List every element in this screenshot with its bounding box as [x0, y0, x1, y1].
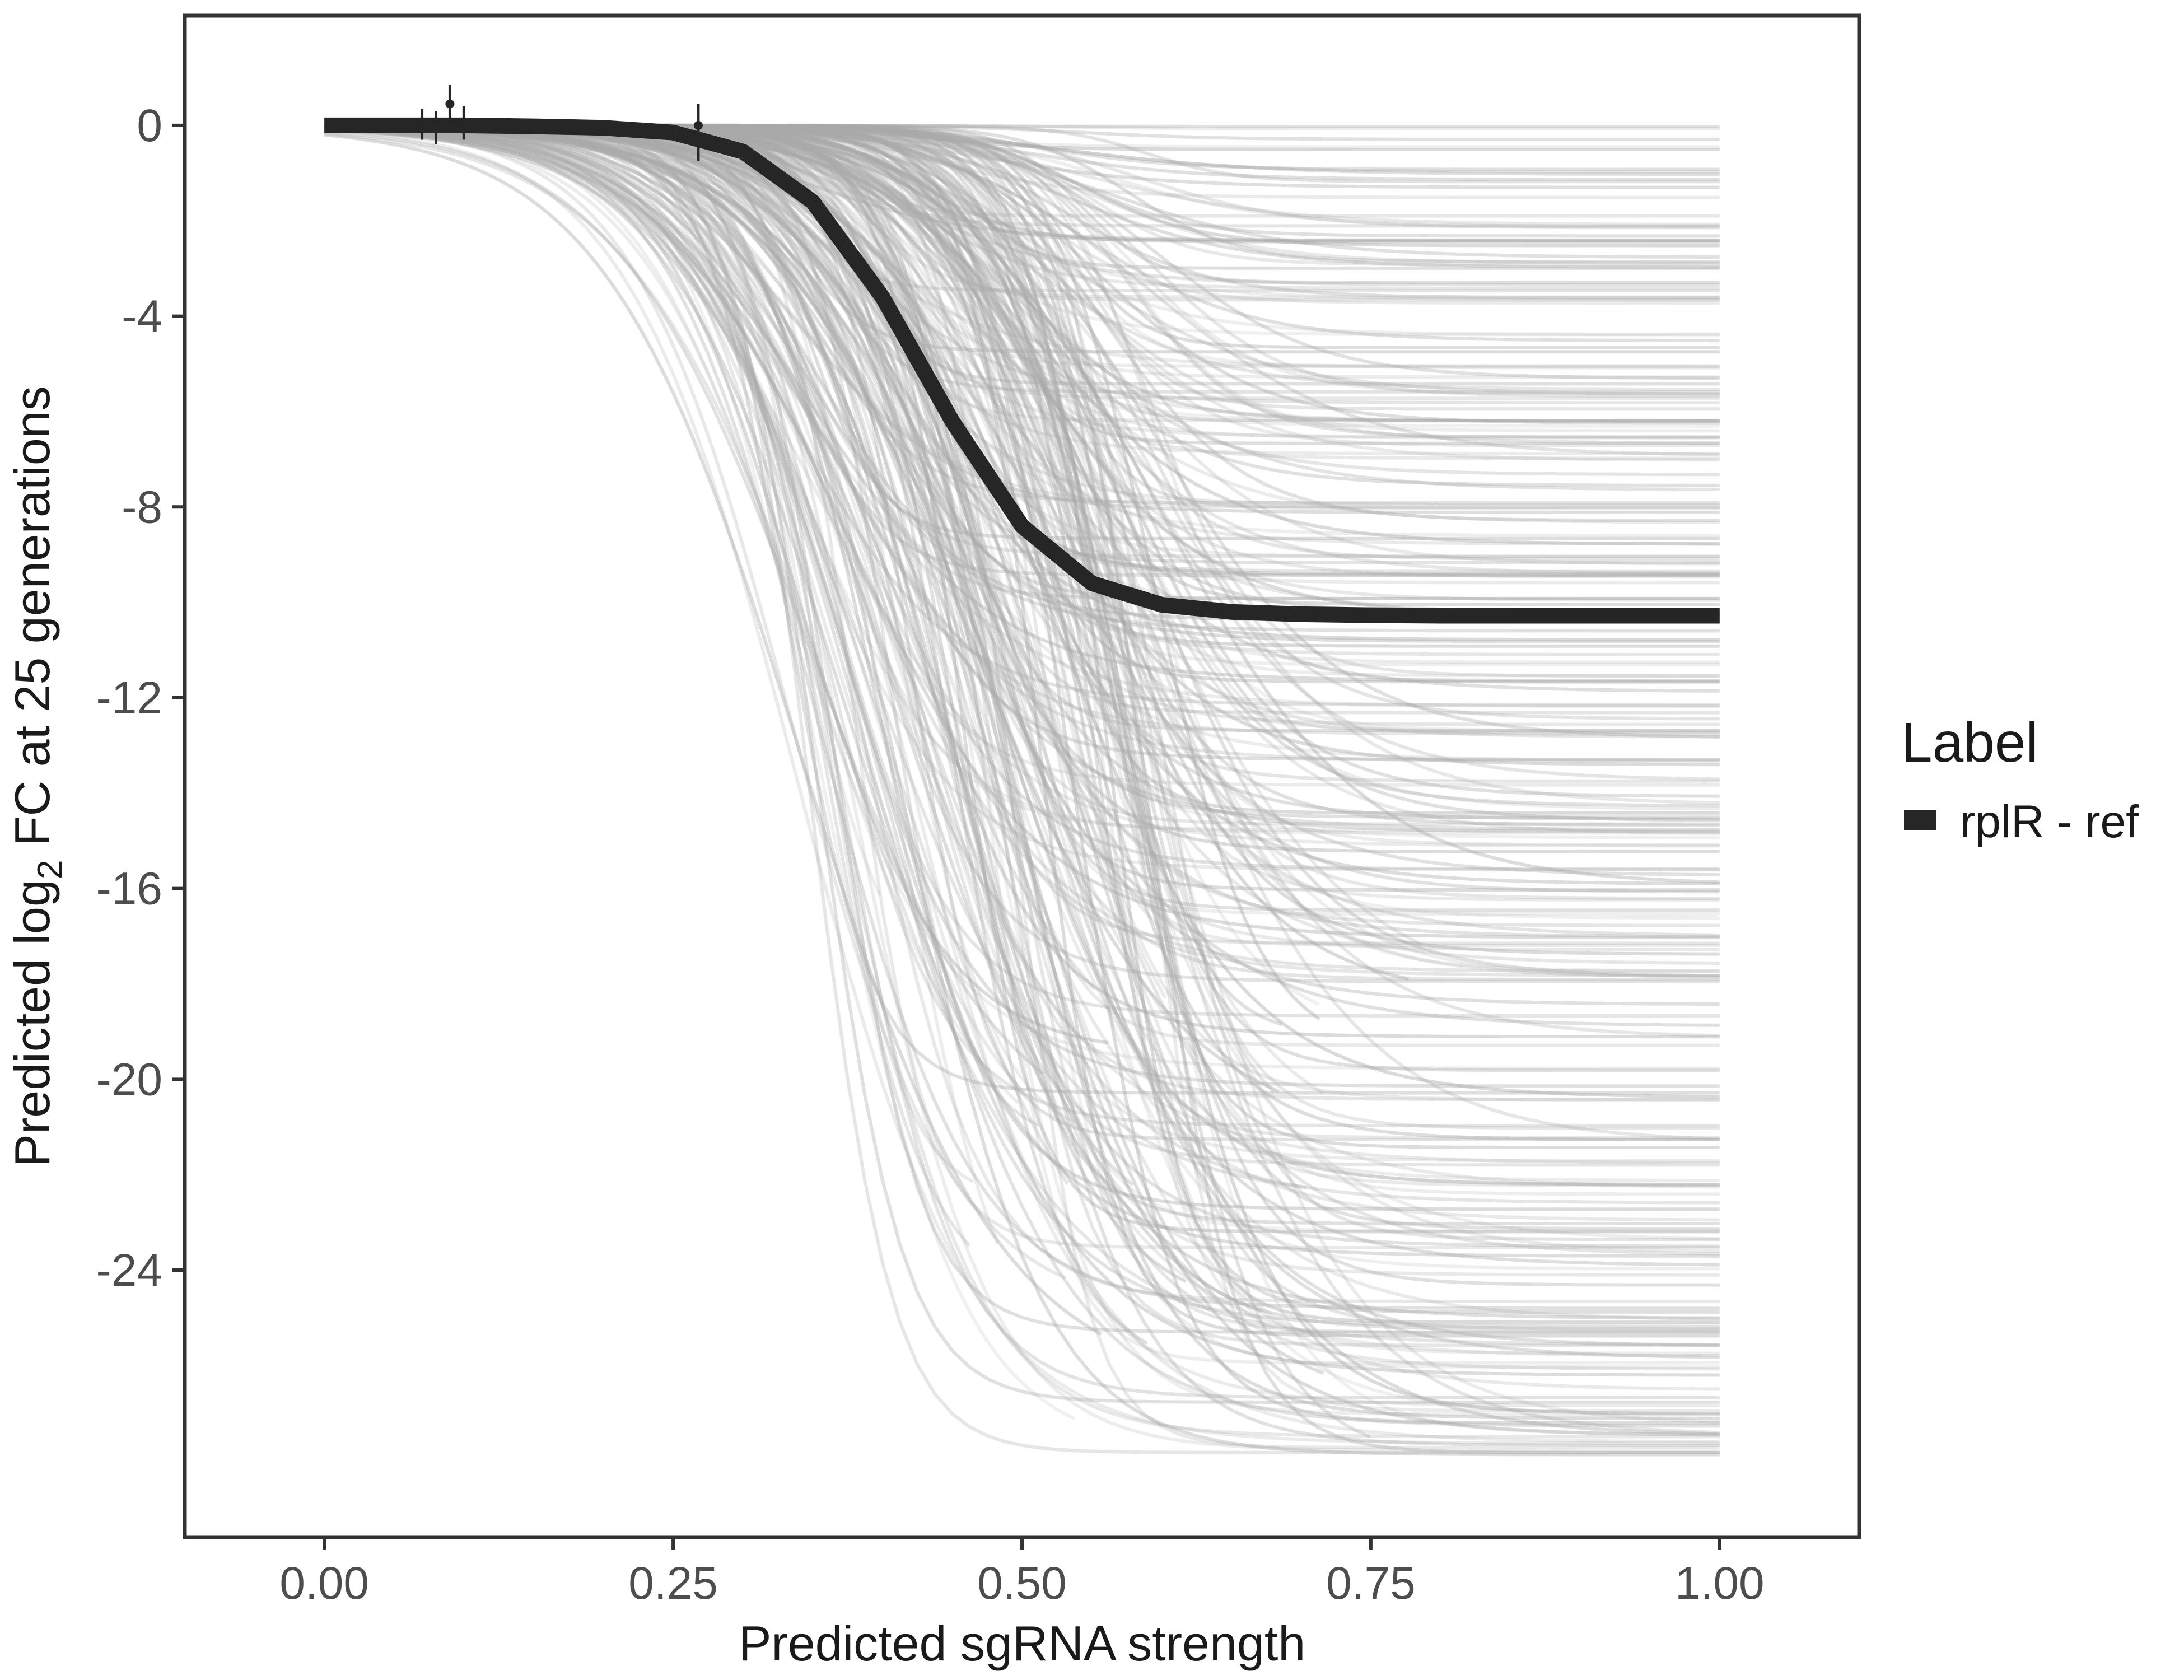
background-curve — [324, 125, 1280, 1093]
background-curve — [324, 125, 1720, 1321]
background-curve — [324, 125, 1720, 1437]
background-curve — [324, 133, 1102, 1336]
background-curve — [324, 125, 1720, 1310]
y-tick-label: -4 — [122, 291, 162, 342]
background-curve — [324, 128, 1720, 832]
background-curve — [324, 126, 1720, 1357]
legend: Label rplR - ref — [1901, 711, 2139, 847]
main-series-layer — [324, 117, 1720, 624]
background-curve — [324, 125, 1720, 1391]
x-tick-label: 0.25 — [628, 1558, 718, 1609]
y-tick-label: -12 — [96, 673, 162, 724]
background-curve — [324, 125, 1720, 370]
background-curve — [324, 128, 1069, 1185]
background-curve — [324, 124, 1720, 832]
background-curve — [324, 125, 1720, 707]
background-curve — [324, 125, 1720, 1006]
background-curve — [324, 124, 1720, 1408]
background-curve — [324, 125, 1720, 1189]
background-curve — [324, 124, 1720, 1439]
background-curve — [324, 129, 1720, 1445]
background-curve — [324, 124, 1720, 514]
x-tick-label: 0.75 — [1326, 1558, 1416, 1609]
background-curve — [324, 127, 1720, 1377]
data-point — [693, 120, 703, 130]
error-points-layer — [417, 85, 703, 161]
background-curve — [324, 125, 1096, 990]
background-curve — [324, 124, 1720, 1128]
background-curve — [324, 125, 1720, 736]
legend-label: rplR - ref — [1960, 796, 2139, 847]
background-curve — [324, 125, 1720, 939]
data-point — [417, 118, 427, 128]
background-curve — [324, 125, 1720, 633]
data-point — [431, 123, 441, 133]
background-curve — [324, 124, 1720, 1018]
y-axis-title: Predicted log2 FC at 25 generations — [4, 386, 69, 1166]
y-axis-title-prefix: Predicted log — [4, 879, 60, 1167]
background-curve — [324, 125, 1720, 1027]
background-curve — [324, 124, 1720, 1400]
background-curve — [324, 127, 1720, 1320]
background-curve — [324, 126, 1720, 683]
y-tick-label: -24 — [96, 1245, 162, 1296]
data-point — [459, 118, 469, 128]
background-curve — [324, 127, 1020, 1105]
background-curve — [324, 130, 1045, 1076]
background-curve — [324, 124, 1720, 1457]
x-axis-title: Predicted sgRNA strength — [739, 1616, 1306, 1671]
y-tick-label: -16 — [96, 864, 162, 914]
y-axis-title-subscript: 2 — [31, 860, 69, 879]
y-tick-label: -8 — [122, 482, 162, 533]
background-curve — [324, 124, 1720, 1248]
background-curve — [324, 124, 1720, 1453]
background-curve — [324, 124, 1720, 656]
background-curve — [324, 125, 1720, 1267]
background-curve — [324, 126, 1720, 1205]
x-tick-label: 1.00 — [1675, 1558, 1765, 1609]
background-curve — [324, 128, 1720, 848]
background-curve — [324, 128, 1306, 1189]
background-curve — [324, 127, 1720, 977]
background-curve — [324, 127, 1720, 1444]
background-curve — [324, 125, 1720, 1222]
background-curve — [324, 128, 1720, 708]
background-curve — [324, 127, 1066, 1280]
background-curve — [324, 124, 1720, 511]
legend-swatch — [1904, 810, 1936, 830]
background-curve — [324, 124, 1720, 872]
background-curve — [324, 128, 1720, 1164]
x-axis: 0.00 0.25 0.50 0.75 1.00 — [279, 1537, 1765, 1609]
data-point — [445, 99, 455, 109]
background-curve — [324, 126, 1720, 839]
background-curve — [324, 126, 1720, 1070]
background-curve — [324, 124, 1720, 1359]
background-curve — [324, 126, 1720, 762]
x-tick-label: 0.50 — [977, 1558, 1067, 1609]
series-line-rplr-ref — [324, 117, 1720, 624]
y-axis-title-suffix: FC at 25 generations — [4, 386, 60, 860]
background-curve — [324, 124, 1720, 871]
background-curve — [324, 127, 1720, 940]
background-curve — [324, 124, 1720, 1163]
background-curve — [324, 125, 1720, 973]
background-curve — [324, 125, 1028, 1097]
y-axis: 0 -4 -8 -12 -16 -20 -24 — [96, 100, 185, 1296]
background-curve — [324, 126, 1720, 763]
background-curve — [324, 125, 1720, 1328]
background-curve — [324, 124, 1720, 1088]
background-curve — [324, 124, 1720, 538]
background-curve — [324, 127, 1720, 1258]
y-tick-label: 0 — [137, 100, 162, 151]
background-curve — [324, 124, 1720, 643]
background-curve — [324, 132, 1720, 1347]
background-curve — [324, 124, 1720, 835]
background-curve — [324, 126, 1720, 1428]
legend-title: Label — [1901, 711, 2038, 774]
y-tick-label: -20 — [96, 1054, 162, 1105]
x-tick-label: 0.00 — [279, 1558, 369, 1609]
background-curve — [324, 124, 1720, 787]
